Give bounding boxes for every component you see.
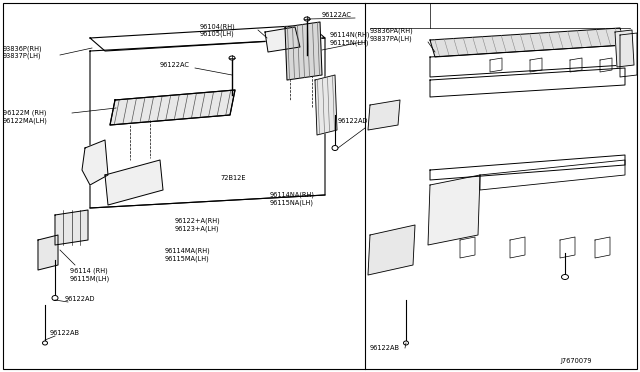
Polygon shape bbox=[315, 75, 337, 135]
Text: 96122AD: 96122AD bbox=[338, 118, 369, 124]
Text: 96114NA(RH)
96115NA(LH): 96114NA(RH) 96115NA(LH) bbox=[270, 192, 315, 206]
Polygon shape bbox=[430, 68, 625, 97]
Text: 96122+A(RH)
96123+A(LH): 96122+A(RH) 96123+A(LH) bbox=[175, 218, 221, 232]
Ellipse shape bbox=[561, 275, 568, 279]
Text: 93836P(RH)
93837P(LH): 93836P(RH) 93837P(LH) bbox=[3, 45, 43, 59]
Polygon shape bbox=[55, 210, 88, 245]
Text: 96114MA(RH)
96115MA(LH): 96114MA(RH) 96115MA(LH) bbox=[165, 248, 211, 262]
Polygon shape bbox=[430, 28, 625, 57]
Polygon shape bbox=[428, 175, 480, 245]
Text: 96122AB: 96122AB bbox=[370, 345, 400, 351]
Text: 96114 (RH)
96115M(LH): 96114 (RH) 96115M(LH) bbox=[70, 268, 110, 282]
Polygon shape bbox=[110, 90, 235, 125]
Text: 96122AC: 96122AC bbox=[322, 12, 352, 18]
Polygon shape bbox=[615, 30, 634, 67]
Polygon shape bbox=[90, 38, 325, 208]
Polygon shape bbox=[368, 225, 415, 275]
Polygon shape bbox=[480, 160, 625, 190]
Text: 93836PA(RH)
93837PA(LH): 93836PA(RH) 93837PA(LH) bbox=[370, 28, 413, 42]
Text: 96122AD: 96122AD bbox=[65, 296, 95, 302]
Text: 96122AC: 96122AC bbox=[160, 62, 190, 68]
Ellipse shape bbox=[304, 17, 310, 21]
Polygon shape bbox=[430, 45, 625, 77]
Text: 96122AB: 96122AB bbox=[50, 330, 80, 336]
Text: J7670079: J7670079 bbox=[560, 358, 591, 364]
Ellipse shape bbox=[403, 341, 408, 345]
Polygon shape bbox=[285, 22, 322, 80]
Polygon shape bbox=[368, 100, 400, 130]
Text: 96104(RH)
96105(LH): 96104(RH) 96105(LH) bbox=[200, 23, 236, 37]
Polygon shape bbox=[90, 25, 325, 51]
Text: 72B12E: 72B12E bbox=[220, 175, 246, 181]
Ellipse shape bbox=[332, 145, 338, 151]
Polygon shape bbox=[105, 160, 163, 205]
Polygon shape bbox=[265, 27, 300, 52]
Text: 96122M (RH)
96122MA(LH): 96122M (RH) 96122MA(LH) bbox=[3, 110, 48, 124]
Polygon shape bbox=[430, 155, 625, 180]
Polygon shape bbox=[82, 140, 108, 185]
Text: 96114N(RH)
96115N(LH): 96114N(RH) 96115N(LH) bbox=[330, 32, 371, 46]
Polygon shape bbox=[38, 235, 58, 270]
Ellipse shape bbox=[52, 295, 58, 301]
Ellipse shape bbox=[229, 56, 235, 60]
Ellipse shape bbox=[42, 341, 47, 345]
